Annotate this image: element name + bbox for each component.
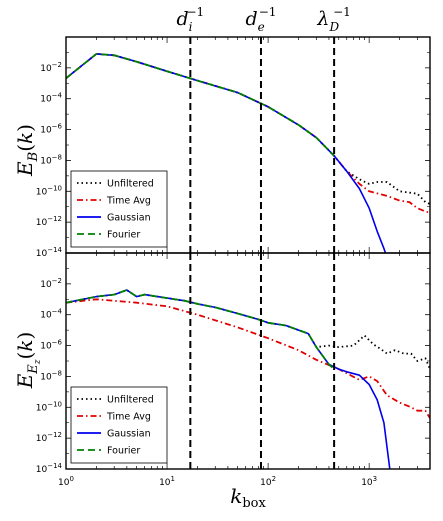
y-tick-label: 10−8 [40, 369, 62, 382]
ylabel-bottom: EEz(k) [13, 332, 43, 390]
y-tick-label: 10−8 [40, 153, 62, 166]
x-tick-label: 100 [58, 475, 74, 488]
y-tick-label: 10−12 [36, 431, 62, 444]
y-tick-label: 10−6 [40, 339, 62, 352]
plot-frame [65, 252, 431, 470]
legend: Unfiltered Time Avg Gaussian Fourier [70, 386, 168, 464]
svg-text:EB(k): EB(k) [13, 124, 41, 177]
legend-label: Fourier [107, 446, 140, 457]
series-group [66, 53, 430, 253]
y-tick-label: 10−2 [40, 61, 62, 74]
y-tick-label: 10−12 [36, 215, 62, 228]
ylabel-top: EB(k) [13, 124, 41, 177]
svg-text:kbox: kbox [230, 484, 266, 511]
xlabel: kbox [230, 484, 266, 511]
series-line-fourier [66, 289, 335, 370]
series-line-fourier [66, 53, 335, 157]
series-group [66, 289, 430, 469]
y-tick-label: 10−4 [40, 308, 62, 321]
y-tick-label: 10−6 [40, 123, 62, 136]
scale-marker-label: λD−1 [316, 5, 350, 34]
y-tick-label: 10−4 [40, 92, 62, 105]
svg-text:EEz(k): EEz(k) [13, 332, 43, 390]
legend-label: Fourier [107, 230, 140, 241]
x-tick-label: 102 [260, 475, 276, 488]
legend-label: Gaussian [107, 213, 151, 224]
y-tick-label: 10−14 [36, 462, 63, 475]
legend-label: Time Avg [106, 412, 151, 423]
legend-label: Unfiltered [107, 179, 154, 190]
y-tick-label: 10−14 [36, 246, 63, 259]
scale-marker-labels: di−1 de−1 λD−1 [176, 5, 350, 34]
y-tick-label: 10−10 [36, 400, 62, 413]
legend-label: Gaussian [107, 429, 151, 440]
panel-magnetic-spectrum: 10−2 10−4 10−6 10−8 10−10 10−12 10−14 Unfiltere… [36, 36, 431, 259]
scale-marker-label: di−1 [176, 5, 204, 34]
legend: Unfiltered Time Avg Gaussian Fourier [70, 170, 168, 248]
scale-marker-label: de−1 [245, 5, 276, 34]
y-tick-label: 10−2 [40, 277, 62, 290]
y-tick-label: 10−10 [36, 184, 62, 197]
x-tick-label: 101 [159, 475, 175, 488]
legend-label: Time Avg [106, 196, 151, 207]
legend-label: Unfiltered [107, 395, 154, 406]
series-line-time-avg [66, 298, 430, 419]
x-tick-label: 103 [361, 475, 377, 488]
